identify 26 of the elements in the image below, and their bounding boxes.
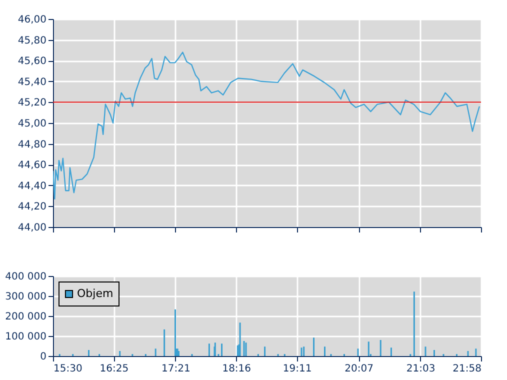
x-tick-label: 21:03 — [406, 364, 436, 374]
y-tick-label: 100 000 — [5, 332, 46, 342]
x-tick-label: 19:11 — [282, 364, 312, 374]
y-tick-label: 44,20 — [18, 202, 46, 213]
x-tick-label: 18:16 — [222, 364, 252, 374]
y-tick-label: 46,00 — [18, 14, 46, 26]
y-tick-label: 200 000 — [5, 312, 46, 322]
y-tick-label: 300 000 — [5, 292, 46, 302]
y-tick-label: 45,40 — [18, 76, 46, 88]
y-tick-label: 0 — [40, 352, 46, 362]
y-tick-label: 45,00 — [18, 118, 46, 130]
y-tick-label: 44,40 — [18, 180, 46, 192]
y-tick-label: 45,20 — [18, 98, 46, 109]
y-tick-label: 44,60 — [18, 160, 46, 172]
line-series — [53, 52, 480, 200]
x-tick-label: 16:25 — [100, 364, 129, 374]
y-tick-label: 44,80 — [18, 139, 46, 150]
y-tick-label: 45,60 — [18, 56, 46, 68]
y-tick-label: 400 000 — [5, 272, 46, 282]
y-tick-label: 45,80 — [18, 35, 46, 46]
x-tick-label: 15:30 — [54, 364, 82, 374]
x-tick-label: 17:21 — [162, 364, 190, 374]
y-tick-label: 44,00 — [18, 222, 46, 234]
legend-label: Objem — [77, 287, 114, 300]
x-tick-label: 20:07 — [344, 364, 374, 374]
x-tick-label: 21:58 — [452, 364, 482, 374]
